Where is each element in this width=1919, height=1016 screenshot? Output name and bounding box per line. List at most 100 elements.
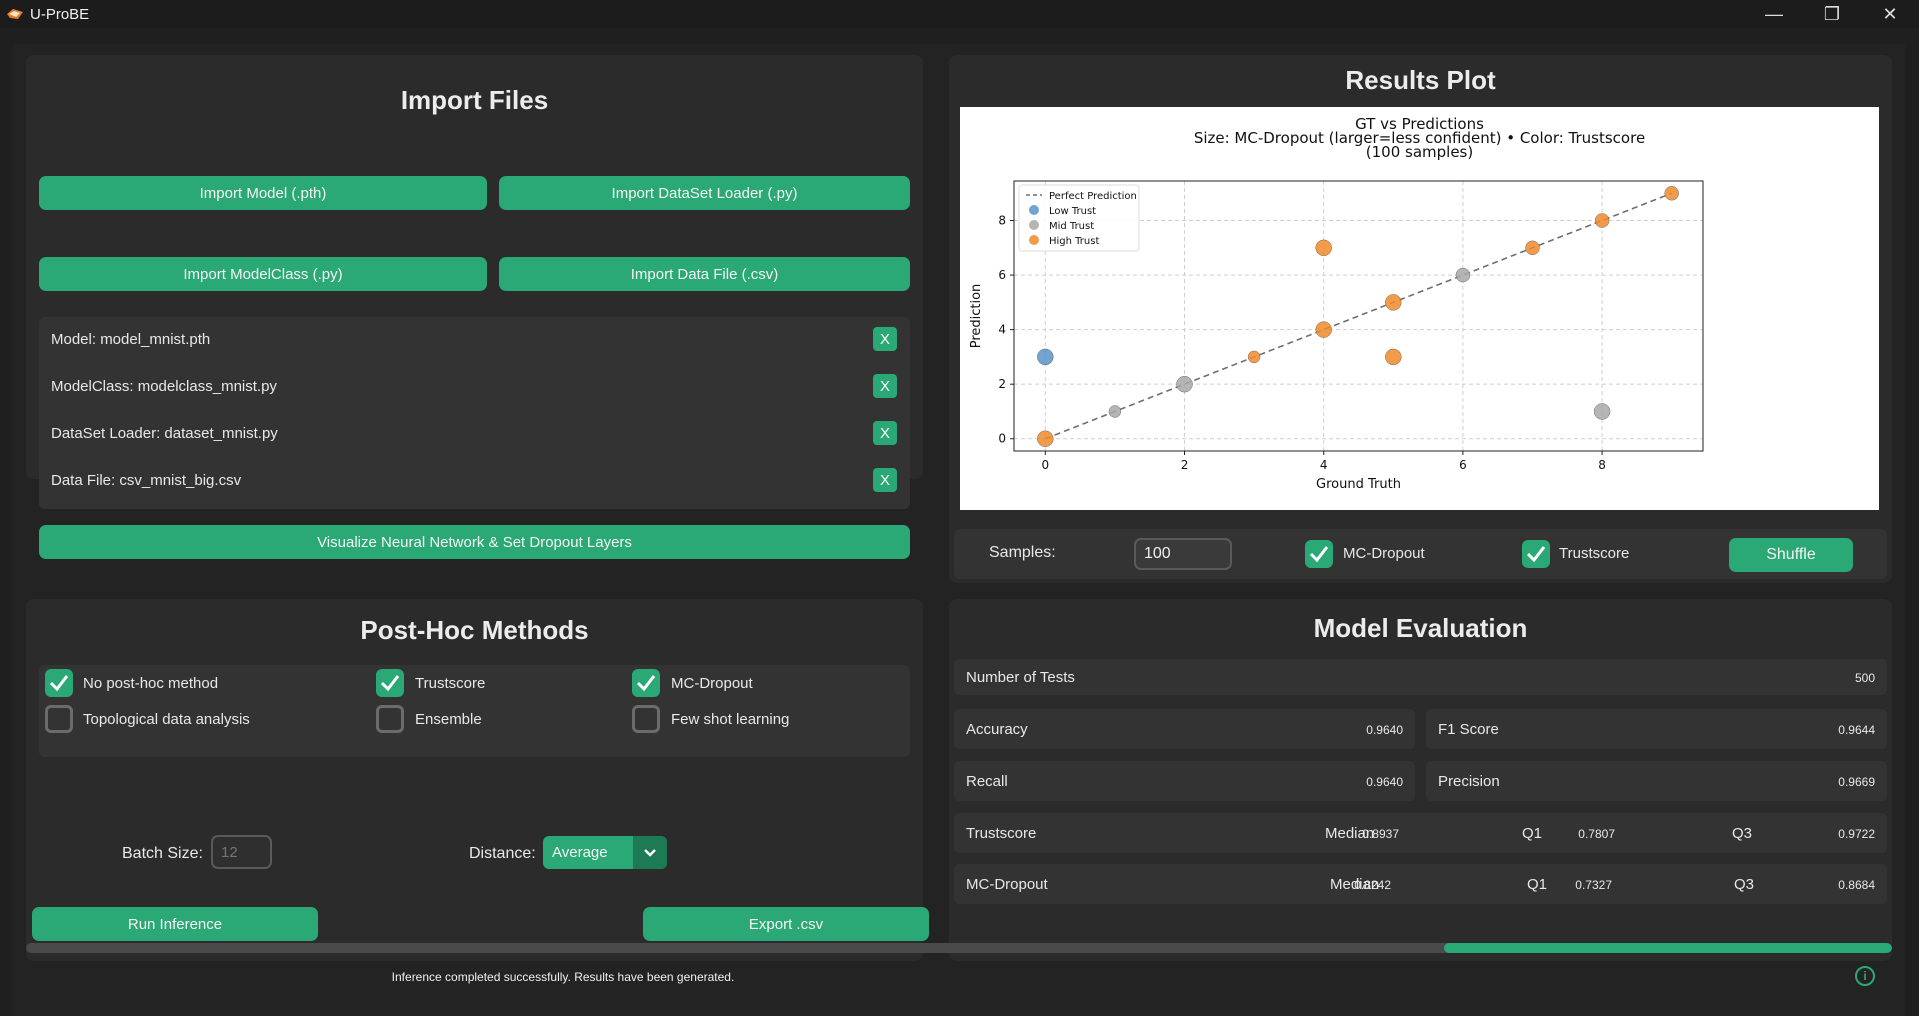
trustscore-median-value: 0.8937 — [1362, 827, 1399, 841]
distance-dropdown-button[interactable] — [633, 836, 667, 869]
visualize-network-button[interactable]: Visualize Neural Network & Set Dropout L… — [39, 525, 910, 559]
remove-modelclass-button[interactable]: X — [873, 374, 897, 398]
trustscore-q1-label: Q1 — [1522, 825, 1543, 842]
perfect-prediction-line — [1045, 192, 1672, 440]
chart-sample-count: (100 samples) — [1366, 143, 1473, 161]
minimize-button[interactable]: — — [1765, 3, 1783, 24]
mc-dropout-checkbox[interactable] — [1305, 540, 1333, 568]
tda-label: Topological data analysis — [83, 711, 250, 728]
distance-select[interactable]: Average — [543, 836, 667, 869]
app-logo-icon — [7, 9, 23, 19]
mc-dropout-q1-value: 0.7327 — [1575, 878, 1612, 892]
trustscore-checkbox[interactable] — [1522, 540, 1550, 568]
trustscore-q3-label: Q3 — [1732, 825, 1753, 842]
info-icon[interactable]: i — [1855, 966, 1875, 986]
x-tick-label: 4 — [1320, 458, 1328, 472]
data-point-mid-trust — [1108, 405, 1122, 418]
checkmark-icon — [636, 675, 656, 692]
y-tick-label: 8 — [998, 214, 1006, 228]
main-area: Import Files Import Model (.pth) Import … — [13, 44, 1905, 1016]
import-data-file-button[interactable]: Import Data File (.csv) — [499, 257, 910, 291]
legend-swatch — [1029, 205, 1039, 215]
x-tick-label: 6 — [1459, 458, 1467, 472]
import-files-panel: Import Files Import Model (.pth) Import … — [26, 55, 923, 559]
checkmark-icon — [49, 675, 69, 692]
no-posthoc-label: No post-hoc method — [83, 675, 219, 692]
legend-label: Mid Trust — [1049, 221, 1094, 232]
data-point-mid-trust — [1455, 267, 1471, 283]
data-point-high-trust — [1664, 186, 1679, 201]
data-point-high-trust — [1315, 239, 1332, 257]
recall-label: Recall — [966, 773, 1008, 790]
progress-bar-fill — [1444, 943, 1892, 953]
mc-dropout-q3-label: Q3 — [1734, 876, 1755, 893]
f1-score-row: F1 Score 0.9644 — [1426, 709, 1887, 749]
data-point-high-trust — [1594, 213, 1610, 228]
remove-data-file-button[interactable]: X — [873, 468, 897, 492]
f1-score-value: 0.9644 — [1838, 723, 1875, 737]
remove-dataset-loader-button[interactable]: X — [873, 421, 897, 445]
mc-dropout-stats-label: MC-Dropout — [966, 876, 1048, 893]
restore-button[interactable]: ❐ — [1823, 3, 1841, 24]
window-title: U-ProBE — [30, 5, 90, 23]
mc-dropout-method-checkbox[interactable] — [632, 669, 660, 697]
precision-row: Precision 0.9669 — [1426, 761, 1887, 801]
checkmark-icon — [1309, 546, 1329, 563]
model-evaluation-title: Model Evaluation — [1313, 613, 1528, 643]
precision-value: 0.9669 — [1838, 775, 1875, 789]
few-shot-checkbox[interactable] — [632, 705, 660, 733]
number-of-tests-label: Number of Tests — [966, 669, 1075, 686]
chart-title: GT vs Predictions — [1355, 115, 1484, 133]
file-model-label: Model: model_mnist.pth — [51, 331, 211, 348]
posthoc-methods-panel: Post-Hoc Methods No post-hoc method Trus… — [26, 599, 929, 961]
imported-files-list: Model: model_mnist.pth X ModelClass: mod… — [39, 317, 910, 509]
import-modelclass-button[interactable]: Import ModelClass (.py) — [39, 257, 487, 291]
file-data-file-label: Data File: csv_mnist_big.csv — [51, 472, 242, 489]
batch-size-input[interactable] — [211, 835, 272, 869]
y-tick-label: 0 — [998, 432, 1006, 446]
trustscore-method-checkbox[interactable] — [376, 669, 404, 697]
model-evaluation-panel: Model Evaluation Number of Tests 500 Acc… — [949, 599, 1892, 961]
checkmark-icon — [380, 675, 400, 692]
file-modelclass-label: ModelClass: modelclass_mnist.py — [51, 378, 277, 395]
x-axis-label: Ground Truth — [1316, 477, 1401, 492]
status-message: Inference completed successfully. Result… — [391, 970, 735, 984]
ensemble-checkbox[interactable] — [376, 705, 404, 733]
recall-row: Recall 0.9640 — [954, 761, 1415, 801]
tda-checkbox[interactable] — [45, 705, 73, 733]
import-files-title: Import Files — [400, 85, 549, 115]
import-dataset-loader-button[interactable]: Import DataSet Loader (.py) — [499, 176, 910, 210]
samples-input[interactable] — [1134, 538, 1232, 570]
trustscore-q1-value: 0.7807 — [1578, 827, 1615, 841]
plot-controls-bar: Samples: MC-Dropout Trustscore Shuffle — [954, 529, 1887, 579]
results-plot-title: Results Plot — [1345, 65, 1496, 95]
distance-select-value: Average — [552, 844, 608, 861]
data-point-high-trust — [1385, 294, 1402, 311]
remove-model-button[interactable]: X — [873, 327, 897, 351]
accuracy-row: Accuracy 0.9640 — [954, 709, 1415, 749]
y-tick-label: 2 — [998, 377, 1006, 391]
shuffle-button[interactable]: Shuffle — [1729, 538, 1853, 572]
mc-dropout-q1-label: Q1 — [1527, 876, 1548, 893]
no-posthoc-checkbox[interactable] — [45, 669, 73, 697]
close-button[interactable]: ✕ — [1882, 3, 1898, 24]
number-of-tests-row: Number of Tests 500 — [954, 659, 1887, 695]
checkmark-icon — [1526, 546, 1546, 563]
number-of-tests-value: 500 — [1854, 671, 1875, 685]
x-tick-label: 0 — [1041, 458, 1049, 472]
samples-label: Samples: — [989, 544, 1056, 561]
data-point-high-trust — [1385, 348, 1402, 366]
import-model-button[interactable]: Import Model (.pth) — [39, 176, 487, 210]
data-point-high-trust — [1525, 240, 1540, 256]
data-point-mid-trust — [1176, 375, 1193, 393]
trustscore-median-label: Median — [1325, 825, 1375, 842]
trustscore-toggle-label: Trustscore — [1559, 545, 1630, 562]
data-point-high-trust — [1247, 350, 1261, 364]
chevron-down-icon — [644, 849, 656, 857]
accuracy-value: 0.9640 — [1366, 723, 1403, 737]
y-tick-label: 6 — [998, 268, 1006, 282]
mc-dropout-median-label: Median — [1330, 876, 1380, 893]
export-csv-button[interactable]: Export .csv — [643, 907, 929, 941]
trustscore-method-label: Trustscore — [415, 675, 486, 692]
run-inference-button[interactable]: Run Inference — [32, 907, 318, 941]
